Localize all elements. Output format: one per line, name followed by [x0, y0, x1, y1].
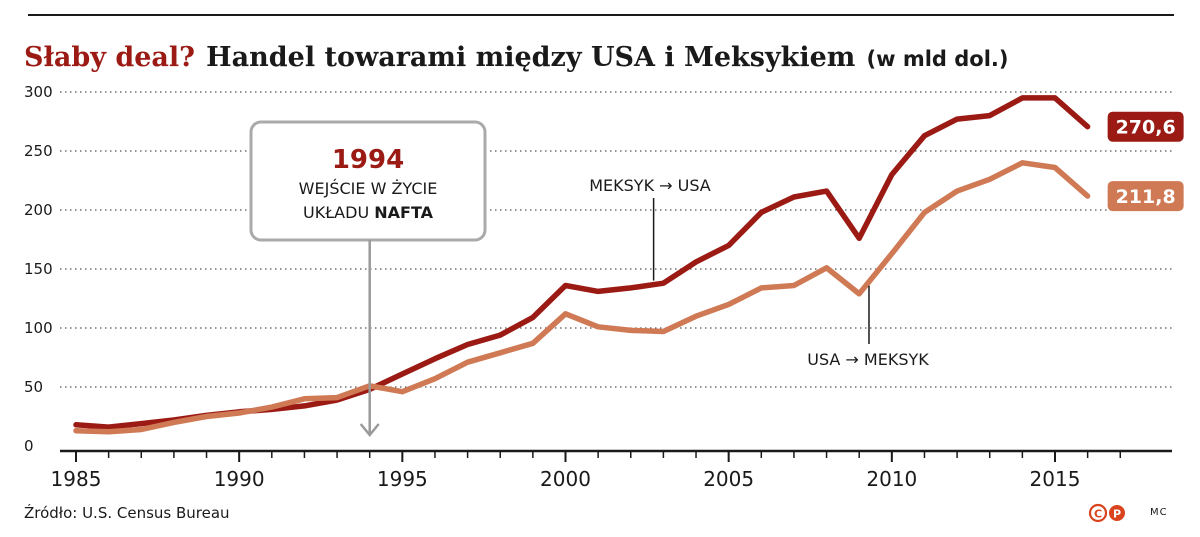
- grid: [60, 91, 1172, 388]
- label-mexico-to-usa: MEKSYK → USA: [589, 176, 711, 281]
- series-usa-to-mexico-line: [73, 160, 1091, 435]
- label-mexico-to-usa-text: MEKSYK → USA: [589, 176, 711, 195]
- end-label-usa-to-mexico-badge: [1107, 181, 1184, 212]
- end-label-mexico-to-usa-value: 270,6: [1116, 117, 1176, 139]
- x-tick-label-2010: 2010: [866, 467, 917, 491]
- title-unit: (w mld dol.): [866, 47, 1009, 71]
- y-tick-label-0: 0: [24, 437, 34, 455]
- nafta-annotation-line2: UKŁADU NAFTA: [303, 203, 434, 222]
- source-note: Źródło: U.S. Census Bureau: [24, 504, 230, 522]
- end-label-usa-to-mexico-value: 211,8: [1116, 186, 1176, 208]
- nafta-annotation-box: [249, 120, 487, 242]
- title-main: Handel towarami między USA i Meksykiem: [206, 42, 856, 73]
- logo-letter-p: P: [1113, 508, 1121, 521]
- label-usa-to-mexico: USA → MEKSYK: [807, 285, 929, 369]
- x-tick-label-2015: 2015: [1030, 467, 1081, 491]
- nafta-annotation-line2-prefix: UKŁADU: [303, 203, 374, 222]
- top-rule: [28, 14, 1174, 16]
- logo-letter-c: C: [1094, 508, 1102, 521]
- y-tick-label-100: 100: [24, 319, 53, 337]
- series-mexico-to-usa-line: [73, 95, 1091, 430]
- x-axis: 1985 1990 1995 2000 2005 2010 2015: [51, 449, 1172, 491]
- y-tick-label-300: 300: [24, 83, 53, 101]
- y-tick-label-200: 200: [24, 201, 53, 219]
- publisher-logo: C P: [1088, 503, 1125, 523]
- nafta-annotation-line2-bold: NAFTA: [374, 203, 433, 222]
- x-tick-label-2005: 2005: [703, 467, 754, 491]
- y-axis-labels: 0 50 100 150 200 250 300: [24, 83, 53, 455]
- y-tick-label-150: 150: [24, 260, 53, 278]
- nafta-annotation-arrowhead: [359, 423, 380, 437]
- chart-title: Słaby deal? Handel towarami między USA i…: [24, 32, 1008, 82]
- label-usa-to-mexico-text: USA → MEKSYK: [807, 350, 929, 369]
- x-tick-label-2000: 2000: [540, 467, 591, 491]
- end-label-mexico-to-usa: 270,6: [1107, 111, 1184, 142]
- y-tick-label-50: 50: [24, 378, 43, 396]
- author-initials: MC: [1150, 507, 1168, 518]
- logo-circle-c: [1088, 503, 1108, 523]
- x-tick-label-1995: 1995: [377, 467, 428, 491]
- series-mexico-to-usa: [73, 95, 1091, 430]
- x-tick-label-1990: 1990: [214, 467, 265, 491]
- logo-circle-p: [1109, 505, 1125, 521]
- end-label-usa-to-mexico: 211,8: [1107, 181, 1184, 212]
- title-lead: Słaby deal?: [24, 42, 195, 73]
- y-tick-label-250: 250: [24, 142, 53, 160]
- end-label-mexico-to-usa-badge: [1107, 111, 1184, 142]
- x-tick-label-1985: 1985: [51, 467, 102, 491]
- nafta-annotation: 1994 WEJŚCIE W ŻYCIE UKŁADU NAFTA: [249, 120, 487, 437]
- nafta-annotation-line1: WEJŚCIE W ŻYCIE: [299, 179, 438, 198]
- series-usa-to-mexico: [73, 160, 1091, 435]
- nafta-annotation-year: 1994: [332, 145, 404, 175]
